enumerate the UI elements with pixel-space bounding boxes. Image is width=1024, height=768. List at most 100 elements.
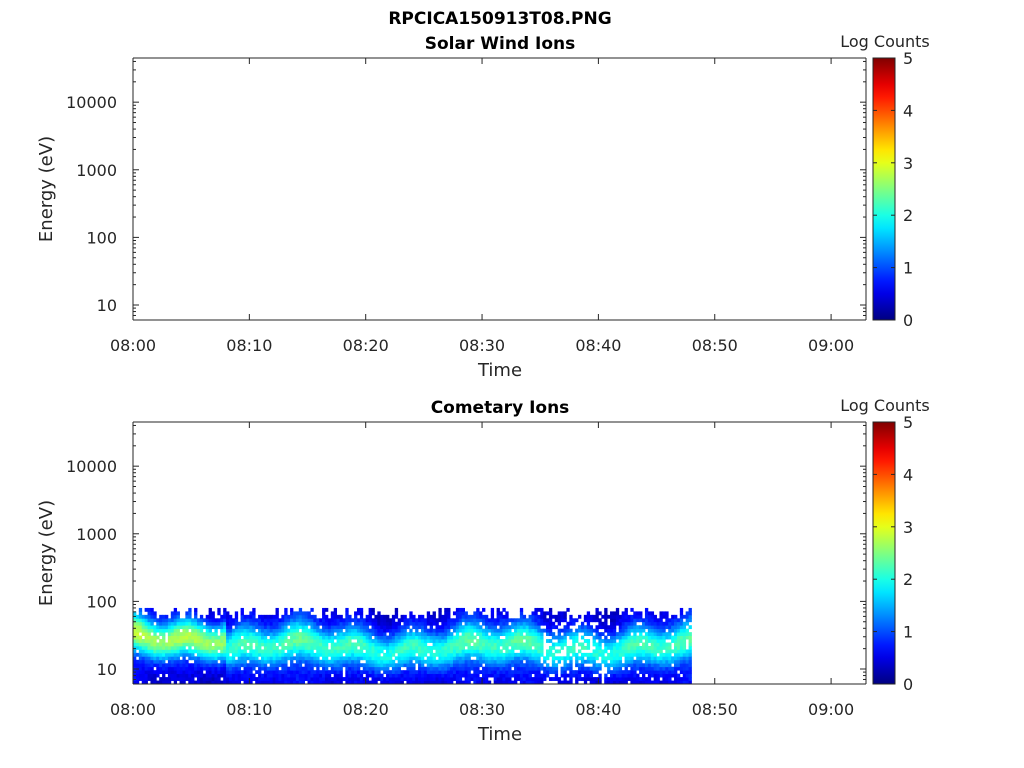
spectrogram-cell xyxy=(397,625,401,630)
spectrogram-cell xyxy=(319,628,323,633)
spectrogram-cell xyxy=(147,611,151,616)
spectrogram-cell xyxy=(237,673,242,678)
spectrogram-cell xyxy=(566,656,570,661)
spectrogram-cell xyxy=(534,621,538,626)
spectrogram-cell xyxy=(546,663,550,668)
spectrogram-cell xyxy=(685,670,689,675)
spectrogram-cell xyxy=(540,645,544,650)
spectrogram-cell xyxy=(147,652,151,657)
spectrogram-cell xyxy=(150,656,154,661)
spectrogram-cell xyxy=(165,649,169,654)
spectrogram-cell xyxy=(426,677,431,681)
spectrogram-cell xyxy=(298,611,303,616)
spectrogram-cell xyxy=(432,628,436,633)
spectrogram-cell xyxy=(656,677,660,681)
spectrogram-cell xyxy=(194,663,198,668)
spectrogram-cell xyxy=(420,628,425,633)
spectrogram-cell xyxy=(258,635,262,640)
spectrogram-cell xyxy=(173,625,178,630)
spectrogram-cell xyxy=(362,677,367,681)
spectrogram-cell xyxy=(307,652,311,657)
spectrogram-cell xyxy=(173,611,178,616)
spectrogram-cell xyxy=(639,628,643,633)
spectrogram-cell xyxy=(601,649,605,654)
spectrogram-cell xyxy=(362,642,367,647)
spectrogram-cell xyxy=(420,625,425,630)
spectrogram-cell xyxy=(580,621,585,626)
spectrogram-cell xyxy=(156,673,160,678)
spectrogram-cell xyxy=(412,614,416,619)
spectrogram-cell xyxy=(173,652,178,657)
spectrogram-cell xyxy=(377,642,381,647)
spectrogram-cell xyxy=(275,666,279,671)
spectrogram-cell xyxy=(258,614,262,619)
spectrogram-cell xyxy=(633,621,637,626)
spectrogram-cell xyxy=(633,659,637,664)
spectrogram-cell xyxy=(246,666,250,671)
spectrogram-cell xyxy=(354,635,358,640)
spectrogram-cell xyxy=(217,639,221,643)
spectrogram-cell xyxy=(642,645,646,650)
spectrogram-cell xyxy=(647,663,652,668)
spectrogram-cell xyxy=(682,621,687,626)
colorbar-tick-label: 4 xyxy=(903,101,913,120)
spectrogram-cell xyxy=(557,635,561,640)
spectrogram-cell xyxy=(528,649,532,654)
spectrogram-cell xyxy=(514,635,518,640)
spectrogram-cell xyxy=(458,670,463,675)
spectrogram-cell xyxy=(217,666,221,671)
spectrogram-cell xyxy=(249,659,253,664)
spectrogram-cell xyxy=(214,642,218,647)
spectrogram-cell xyxy=(551,645,556,650)
spectrogram-cell xyxy=(644,635,649,640)
spectrogram-cell xyxy=(391,670,396,675)
spectrogram-cell xyxy=(406,677,410,681)
spectrogram-cell xyxy=(502,677,506,681)
spectrogram-cell xyxy=(487,652,492,657)
spectrogram-cell xyxy=(141,656,146,661)
spectrogram-cell xyxy=(345,645,349,650)
spectrogram-cell xyxy=(653,635,657,640)
spectrogram-cell xyxy=(176,618,180,623)
spectrogram-cell xyxy=(284,639,288,643)
spectrogram-cell xyxy=(688,677,692,681)
spectrogram-cell xyxy=(278,677,282,681)
spectrogram-cell xyxy=(362,663,367,668)
spectrogram-cell xyxy=(560,639,564,643)
spectrogram-cell xyxy=(624,656,628,661)
spectrogram-cell xyxy=(266,625,271,630)
spectrogram-cell xyxy=(644,666,649,671)
spectrogram-cell xyxy=(371,663,375,668)
spectrogram-cell xyxy=(292,621,297,626)
spectrogram-cell xyxy=(275,656,279,661)
spectrogram-cell xyxy=(464,663,468,668)
spectrogram-cell xyxy=(316,670,320,675)
spectrogram-cell xyxy=(284,677,288,681)
spectrogram-cell xyxy=(290,659,294,664)
spectrogram-cell xyxy=(301,635,306,640)
spectrogram-cell xyxy=(313,625,317,630)
spectrogram-cell xyxy=(653,666,657,671)
spectrogram-cell xyxy=(578,673,582,678)
spectrogram-cell xyxy=(249,639,253,643)
spectrogram-cell xyxy=(563,618,567,623)
spectrogram-cell xyxy=(415,656,419,661)
spectrogram-cell xyxy=(269,652,274,657)
spectrogram-cell xyxy=(598,645,602,650)
spectrogram-cell xyxy=(258,632,262,636)
x-tick-label: 08:30 xyxy=(459,336,505,355)
spectrogram-cell xyxy=(403,618,407,623)
spectrogram-cell xyxy=(243,642,247,647)
spectrogram-cell xyxy=(595,618,599,623)
y-axis-label: Energy (eV) xyxy=(36,136,57,242)
spectrogram-cell xyxy=(362,680,367,685)
spectrogram-cell xyxy=(537,659,541,664)
spectrogram-cell xyxy=(211,652,215,657)
spectrogram-cell xyxy=(234,639,239,643)
spectrogram-cell xyxy=(150,635,154,640)
spectrogram-cell xyxy=(676,639,681,643)
spectrogram-cell xyxy=(403,659,407,664)
spectrogram-cell xyxy=(502,614,506,619)
spectrogram-cell xyxy=(170,659,175,664)
spectrogram-cell xyxy=(330,649,335,654)
